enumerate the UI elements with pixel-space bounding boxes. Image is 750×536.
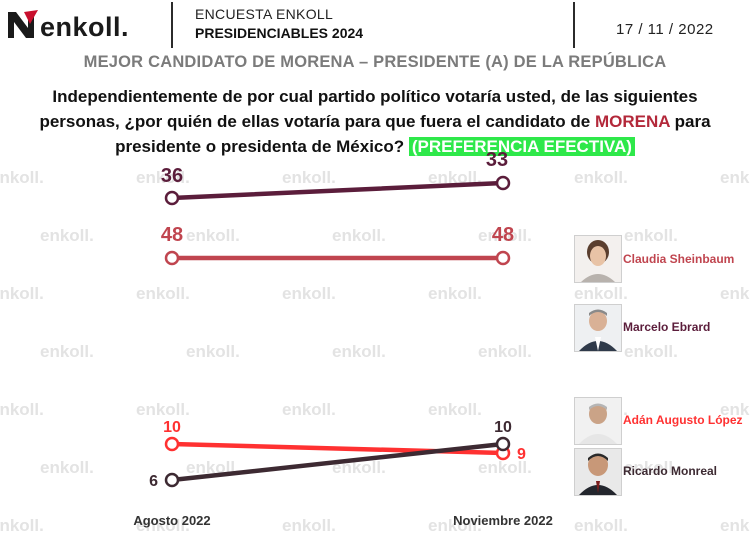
candidate-name-monreal: Ricardo Monreal [623, 464, 718, 478]
data-label-adan: 9 [517, 446, 526, 463]
survey-date: 17 / 11 / 2022 [616, 21, 714, 38]
avatar-icon [575, 236, 621, 282]
data-point-adan [164, 436, 180, 452]
candidate-name-ebrard: Marcelo Ebrard [623, 320, 711, 334]
data-point-monreal [164, 472, 180, 488]
data-label-ebrard: 36 [161, 165, 183, 187]
data-point-sheinbaum [495, 250, 511, 266]
data-label-ebrard: 33 [486, 149, 508, 171]
header: enkoll. ENCUESTA ENKOLL PRESIDENCIABLES … [0, 0, 750, 50]
logo-text: enkoll. [40, 12, 130, 42]
candidate-name-sheinbaum: Claudia Sheinbaum [623, 252, 735, 266]
x-axis-tick-label: Noviembre 2022 [453, 513, 553, 528]
avatar-icon [575, 398, 621, 444]
candidate-photo-adan [574, 397, 622, 445]
question-text-end: para presidente o presidenta de México? [115, 112, 711, 156]
avatar-icon [575, 305, 621, 351]
candidate-photo-ebrard [574, 304, 622, 352]
data-point-sheinbaum [164, 250, 180, 266]
x-axis-tick-label: Agosto 2022 [133, 513, 210, 528]
question-party: MORENA [594, 112, 670, 131]
header-divider [573, 2, 575, 48]
chart-subtitle: MEJOR CANDIDATO DE MORENA – PRESIDENTE (… [83, 53, 667, 71]
candidate-photo-monreal [574, 448, 622, 496]
question-text: Independientemente de por cual partido p… [39, 87, 698, 131]
data-label-adan: 10 [163, 419, 181, 436]
data-label-sheinbaum: 48 [492, 224, 514, 246]
candidate-name-adan: Adán Augusto López [623, 413, 743, 427]
candidate-photo-sheinbaum [574, 235, 622, 283]
data-label-sheinbaum: 48 [161, 224, 183, 246]
data-point-ebrard [495, 175, 511, 191]
series-line-ebrard [169, 180, 506, 201]
avatar-icon [575, 449, 621, 495]
enkoll-logo: enkoll. [6, 8, 136, 42]
question-tag: (PREFERENCIA EFECTIVA) [408, 137, 635, 156]
enkoll-logo-mark [8, 10, 38, 38]
data-label-monreal: 6 [149, 473, 158, 490]
series-line-monreal [169, 441, 506, 483]
survey-name: ENCUESTA ENKOLL [195, 6, 334, 22]
data-point-ebrard [164, 190, 180, 206]
survey-subject: PRESIDENCIABLES 2024 [195, 25, 364, 41]
survey-question: Independientemente de por cual partido p… [16, 84, 734, 159]
data-point-monreal [495, 436, 511, 452]
data-label-monreal: 10 [494, 419, 512, 436]
header-divider [171, 2, 173, 48]
